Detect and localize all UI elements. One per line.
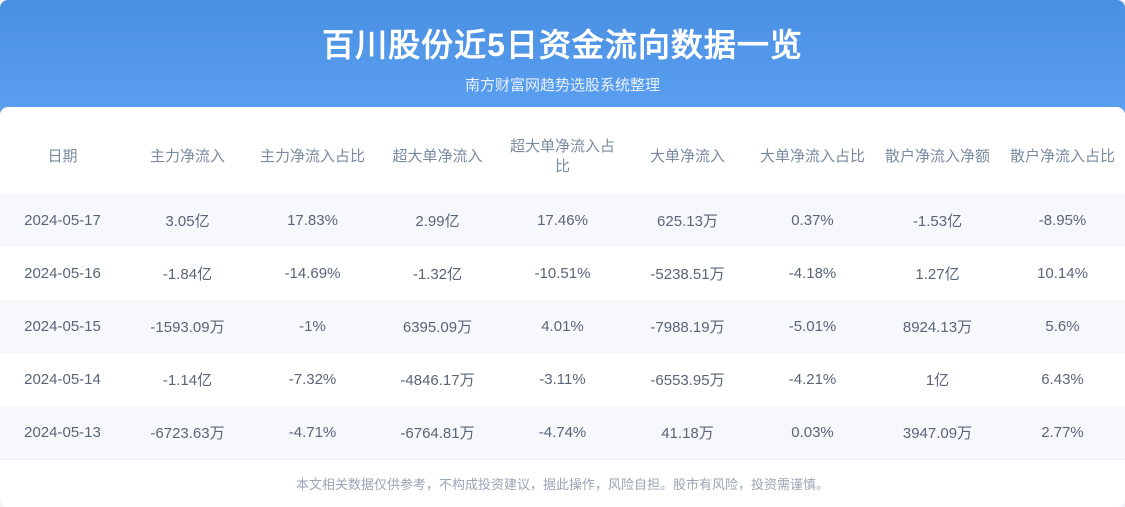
cell: 2024-05-14	[0, 353, 125, 406]
cell: -8.95%	[1000, 194, 1125, 247]
cell: 3.05亿	[125, 194, 250, 247]
cell: 5.6%	[1000, 300, 1125, 353]
cell: 2.99亿	[375, 194, 500, 247]
cell: 0.03%	[750, 406, 875, 459]
cell: -4.18%	[750, 247, 875, 300]
cell: 6395.09万	[375, 300, 500, 353]
cell: 6.43%	[1000, 353, 1125, 406]
table-row: 2024-05-16 -1.84亿 -14.69% -1.32亿 -10.51%…	[0, 247, 1125, 300]
cell: -4.71%	[250, 406, 375, 459]
col-date: 日期	[0, 123, 125, 194]
cell: -1.53亿	[875, 194, 1000, 247]
col-retail-in: 散户净流入净额	[875, 123, 1000, 194]
table-head: 日期 主力净流入 主力净流入占比 超大单净流入 超大单净流入占比 大单净流入 大…	[0, 123, 1125, 194]
col-lg-pct: 大单净流入占比	[750, 123, 875, 194]
col-main-in: 主力净流入	[125, 123, 250, 194]
table-row: 2024-05-13 -6723.63万 -4.71% -6764.81万 -4…	[0, 406, 1125, 459]
cell: -1%	[250, 300, 375, 353]
cell: 1亿	[875, 353, 1000, 406]
card-subtitle: 南方财富网趋势选股系统整理	[0, 74, 1125, 95]
col-lg-in: 大单净流入	[625, 123, 750, 194]
cell: 2024-05-17	[0, 194, 125, 247]
card-title: 百川股份近5日资金流向数据一览	[0, 20, 1125, 66]
cell: -4846.17万	[375, 353, 500, 406]
cell: 4.01%	[500, 300, 625, 353]
cell: 1.27亿	[875, 247, 1000, 300]
cell: -6723.63万	[125, 406, 250, 459]
cell: -6764.81万	[375, 406, 500, 459]
card-header: 百川股份近5日资金流向数据一览 南方财富网趋势选股系统整理	[0, 0, 1125, 113]
cell: -10.51%	[500, 247, 625, 300]
cell: 2024-05-16	[0, 247, 125, 300]
cell: -5238.51万	[625, 247, 750, 300]
cell: 2.77%	[1000, 406, 1125, 459]
cell: -3.11%	[500, 353, 625, 406]
cell: 17.46%	[500, 194, 625, 247]
cell: -14.69%	[250, 247, 375, 300]
cell: -4.21%	[750, 353, 875, 406]
col-xl-pct: 超大单净流入占比	[500, 123, 625, 194]
cell: 8924.13万	[875, 300, 1000, 353]
cell: 2024-05-15	[0, 300, 125, 353]
cell: 2024-05-13	[0, 406, 125, 459]
table-row: 2024-05-15 -1593.09万 -1% 6395.09万 4.01% …	[0, 300, 1125, 353]
table-header-row: 日期 主力净流入 主力净流入占比 超大单净流入 超大单净流入占比 大单净流入 大…	[0, 123, 1125, 194]
cell: 0.37%	[750, 194, 875, 247]
table-body: 2024-05-17 3.05亿 17.83% 2.99亿 17.46% 625…	[0, 194, 1125, 459]
cell: -1.14亿	[125, 353, 250, 406]
col-retail-pct: 散户净流入占比	[1000, 123, 1125, 194]
col-main-pct: 主力净流入占比	[250, 123, 375, 194]
cell: -5.01%	[750, 300, 875, 353]
cell: -7.32%	[250, 353, 375, 406]
cell: -7988.19万	[625, 300, 750, 353]
cell: -6553.95万	[625, 353, 750, 406]
table-row: 2024-05-14 -1.14亿 -7.32% -4846.17万 -3.11…	[0, 353, 1125, 406]
fund-flow-table: 日期 主力净流入 主力净流入占比 超大单净流入 超大单净流入占比 大单净流入 大…	[0, 123, 1125, 459]
cell: 10.14%	[1000, 247, 1125, 300]
cell: 3947.09万	[875, 406, 1000, 459]
cell: 17.83%	[250, 194, 375, 247]
cell: 625.13万	[625, 194, 750, 247]
cell: -4.74%	[500, 406, 625, 459]
data-card: 百川股份近5日资金流向数据一览 南方财富网趋势选股系统整理 南方财富网 sout…	[0, 0, 1125, 507]
table-container: 南方财富网 southmoney.com 日期 主力净流入 主力净流入占比 超大…	[0, 113, 1125, 459]
cell: -1593.09万	[125, 300, 250, 353]
col-xl-in: 超大单净流入	[375, 123, 500, 194]
cell: -1.32亿	[375, 247, 500, 300]
cell: 41.18万	[625, 406, 750, 459]
cell: -1.84亿	[125, 247, 250, 300]
table-row: 2024-05-17 3.05亿 17.83% 2.99亿 17.46% 625…	[0, 194, 1125, 247]
